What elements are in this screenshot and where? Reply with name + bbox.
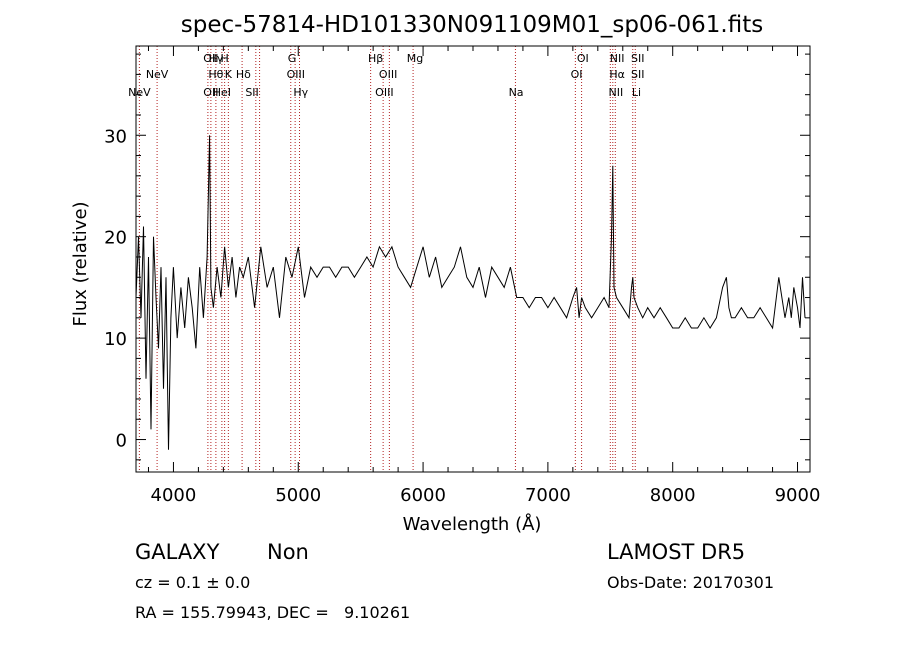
plot-frame [135, 45, 811, 473]
x-tick-label: 7000 [525, 485, 571, 506]
x-tick-label: 8000 [650, 485, 696, 506]
object-type: GALAXY [135, 540, 220, 564]
y-tick-label: 30 [104, 126, 127, 147]
line-label: OI [571, 68, 583, 81]
x-tick-label: 6000 [400, 485, 446, 506]
line-label: HeI [213, 86, 231, 99]
line-label: SII [631, 52, 644, 65]
line-label: NeV [146, 68, 169, 81]
x-axis: 4000 5000 6000 7000 8000 9000 [147, 46, 821, 506]
line-label: Hα [609, 68, 625, 81]
x-tick-label: 4000 [151, 485, 197, 506]
line-label: K [225, 68, 233, 81]
emission-line-markers [138, 46, 636, 472]
x-tick-label: 9000 [775, 485, 821, 506]
y-tick-label: 0 [116, 431, 127, 452]
line-label: Hγ [208, 52, 223, 65]
x-tick-label: 5000 [275, 485, 321, 506]
line-label: Hβ [368, 52, 383, 65]
line-label: G [288, 52, 297, 65]
y-axis-label: Flux (relative) [70, 201, 91, 326]
y-tick-label: 10 [104, 329, 127, 350]
object-subclass: Non [267, 540, 309, 564]
line-label: SII [245, 86, 258, 99]
line-label: SII [631, 68, 644, 81]
line-label: Hγ [293, 86, 308, 99]
survey-name: LAMOST DR5 [607, 540, 746, 564]
line-label: OII [203, 86, 218, 99]
line-label: OIII [375, 86, 393, 99]
line-label: OIII [287, 68, 305, 81]
line-label: NeV [128, 86, 151, 99]
y-axis: 0 10 20 30 [104, 53, 810, 461]
line-label: H [220, 52, 228, 65]
spectrum-line [135, 135, 806, 450]
line-label: Na [509, 86, 524, 99]
line-label: OII [203, 52, 218, 65]
line-label: Hδ [236, 68, 251, 81]
line-label: Mg [407, 52, 423, 65]
line-label: Hθ [208, 68, 223, 81]
chart-title: spec-57814-HD101330N091109M01_sp06-061.f… [181, 12, 763, 38]
line-label: Li [632, 86, 641, 99]
spectrum-series [135, 135, 806, 450]
line-label: NII [610, 52, 625, 65]
line-label: OIII [379, 68, 397, 81]
observation-date: Obs-Date: 20170301 [607, 573, 775, 592]
y-tick-label: 20 [104, 228, 127, 249]
x-axis-label: Wavelength (Å) [403, 513, 542, 535]
redshift-cz: cz = 0.1 ± 0.0 [135, 573, 251, 592]
line-label: OI [577, 52, 589, 65]
line-label: NII [609, 86, 624, 99]
coordinates: RA = 155.79943, DEC = 9.10261 [135, 603, 411, 622]
